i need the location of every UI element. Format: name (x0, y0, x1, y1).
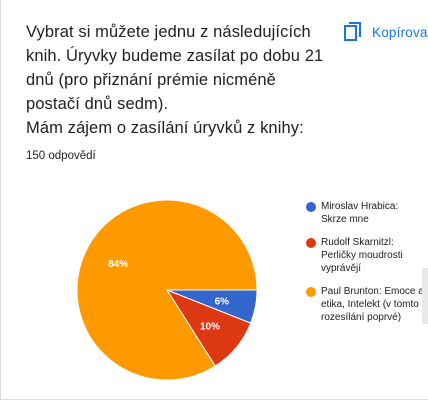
pie-data-label: 6% (215, 296, 230, 307)
question-line: Mám zájem o zasílání úryvků z knihy: (26, 119, 304, 137)
legend-swatch (306, 202, 316, 212)
legend-label: Paul Brunton: Emoce a etika, Intelekt (v… (321, 286, 424, 323)
response-count: 150 odpovědí (26, 150, 96, 162)
copy-button-label: Kopírova (372, 24, 428, 40)
question-title: Vybrat si můžete jednu z následujících k… (26, 20, 326, 140)
legend-item[interactable]: Miroslav Hrabica: Skrze mne (306, 200, 428, 226)
question-line: knih. Úryvky budeme zasílat po dobu 21 (26, 47, 324, 65)
legend-label: Rudolf Skarnitzl: Perličky moudrosti vyp… (321, 237, 403, 274)
question-line: postačí dnů sedm). (26, 95, 169, 113)
legend-swatch (306, 238, 316, 248)
scrollbar[interactable] (422, 268, 428, 324)
pie-chart: 6% 10% 84% (76, 199, 258, 381)
question-line: dnů (pro přiznání prémie nicméně (26, 71, 276, 89)
pie-data-label: 84% (108, 259, 128, 270)
pie-data-label: 10% (200, 322, 220, 333)
chart-legend: Miroslav Hrabica: Skrze mne Rudolf Skarni… (306, 200, 428, 334)
copy-chart-button[interactable]: Kopírova (344, 18, 428, 46)
legend-label: Miroslav Hrabica: Skrze mne (321, 201, 399, 225)
legend-item[interactable]: Paul Brunton: Emoce a etika, Intelekt (v… (306, 285, 428, 324)
copy-icon (344, 22, 362, 42)
legend-item[interactable]: Rudolf Skarnitzl: Perličky moudrosti vyp… (306, 236, 428, 275)
question-line: Vybrat si můžete jednu z následujících (26, 23, 311, 41)
pie-slice[interactable] (76, 199, 258, 381)
legend-swatch (306, 287, 316, 297)
